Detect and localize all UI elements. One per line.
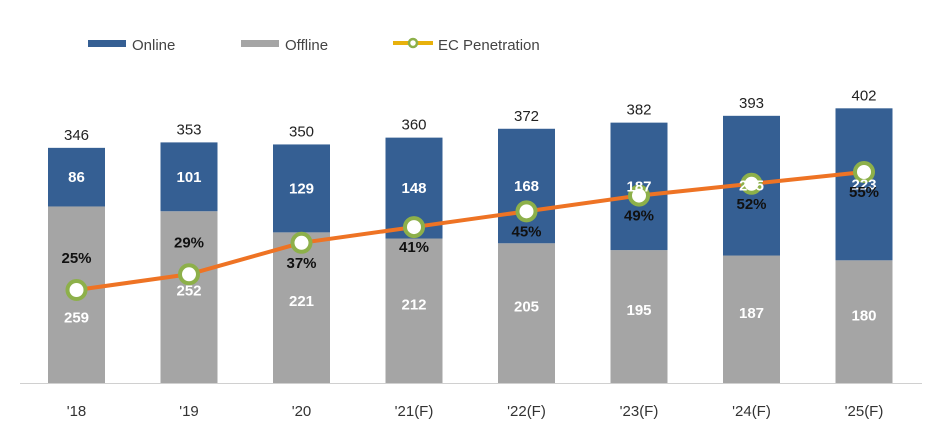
legend-swatch-offline: [241, 40, 279, 47]
legend-label-offline: Offline: [285, 37, 328, 54]
legend-label-ec-penetration: EC Penetration: [438, 37, 540, 54]
x-tick-label: '22(F): [507, 403, 546, 420]
x-tick-label: '18: [67, 403, 87, 420]
offline-value-label: 212: [401, 296, 426, 313]
offline-value-label: 187: [739, 305, 764, 322]
x-axis-tick-labels: '18 '19 '20 '21(F) '22(F) '23(F) '24(F) '25(F): [67, 403, 884, 420]
bar-online: [835, 108, 893, 261]
bar-offline: [723, 255, 780, 383]
total-label: 402: [851, 87, 876, 104]
ec-penetration-label: 37%: [286, 255, 316, 272]
ec-penetration-label: 29%: [174, 234, 204, 251]
x-tick-label: '24(F): [732, 403, 771, 420]
ec-penetration-label: 25%: [61, 250, 91, 267]
ec-penetration-point: [515, 200, 538, 223]
ec-penetration-point: [178, 263, 200, 286]
legend-marker-ec-penetration: [407, 37, 419, 49]
ec-penetration-label: 52%: [736, 196, 766, 213]
bar-offline: [835, 260, 893, 383]
x-tick-label: '21(F): [395, 403, 434, 420]
online-value-label: 223: [851, 176, 876, 193]
bars: [48, 108, 893, 383]
x-tick-label: '25(F): [845, 403, 884, 420]
ec-penetration-label: 55%: [849, 184, 879, 201]
total-label: 393: [739, 95, 764, 112]
offline-value-label: 180: [851, 307, 876, 324]
legend: Online Offline EC Penetration: [88, 37, 540, 54]
offline-value-label: 252: [176, 282, 201, 299]
x-tick-label: '20: [292, 403, 312, 420]
bar-online: [273, 144, 330, 233]
bar-offline: [610, 250, 668, 383]
bar-online: [498, 128, 555, 244]
legend-swatch-online: [88, 40, 126, 47]
total-label: 350: [289, 123, 314, 140]
online-value-label: 205: [739, 178, 764, 195]
offline-value-label: 195: [626, 302, 651, 319]
total-label: 353: [176, 121, 201, 138]
offline-value-label: 221: [289, 293, 314, 310]
ec-penetration-point: [853, 161, 875, 183]
bar-online: [160, 142, 218, 212]
bar-online: [48, 147, 105, 207]
ec-penetration-point: [740, 172, 763, 195]
ec-penetration-line: [76, 170, 865, 292]
bar-offline: [160, 211, 218, 383]
online-value-label: 129: [289, 180, 314, 197]
ec-penetration-label: 41%: [399, 239, 429, 256]
online-value-label: 86: [68, 169, 85, 186]
x-tick-label: '23(F): [620, 403, 659, 420]
total-label: 360: [401, 117, 426, 134]
ec-penetration-point: [403, 216, 425, 239]
bar-offline: [498, 243, 555, 383]
ec-penetration-label: 49%: [624, 208, 654, 225]
bar-offline: [385, 238, 443, 383]
online-value-label: 101: [176, 169, 201, 186]
x-tick-label: '19: [179, 403, 199, 420]
online-value-label: 168: [514, 178, 539, 195]
bar-offline: [273, 232, 330, 383]
offline-value-label: 259: [64, 309, 89, 326]
ec-penetration-point: [628, 184, 650, 207]
online-value-label: 148: [401, 180, 426, 197]
online-value-label: 187: [626, 178, 651, 195]
total-label: 346: [64, 127, 89, 144]
ec-penetration-point: [65, 279, 88, 301]
ec-penetration-series: [65, 161, 875, 301]
total-label: 382: [626, 102, 651, 119]
offline-value-label: 205: [514, 299, 539, 316]
ec-penetration-label: 45%: [511, 223, 541, 240]
ec-penetration-point: [290, 231, 313, 254]
legend-label-online: Online: [132, 37, 175, 54]
total-label: 372: [514, 108, 539, 125]
data-labels: 346 86 259 25% 353 101 252 29% 350 129 221 37% 360 14…: [61, 87, 879, 326]
